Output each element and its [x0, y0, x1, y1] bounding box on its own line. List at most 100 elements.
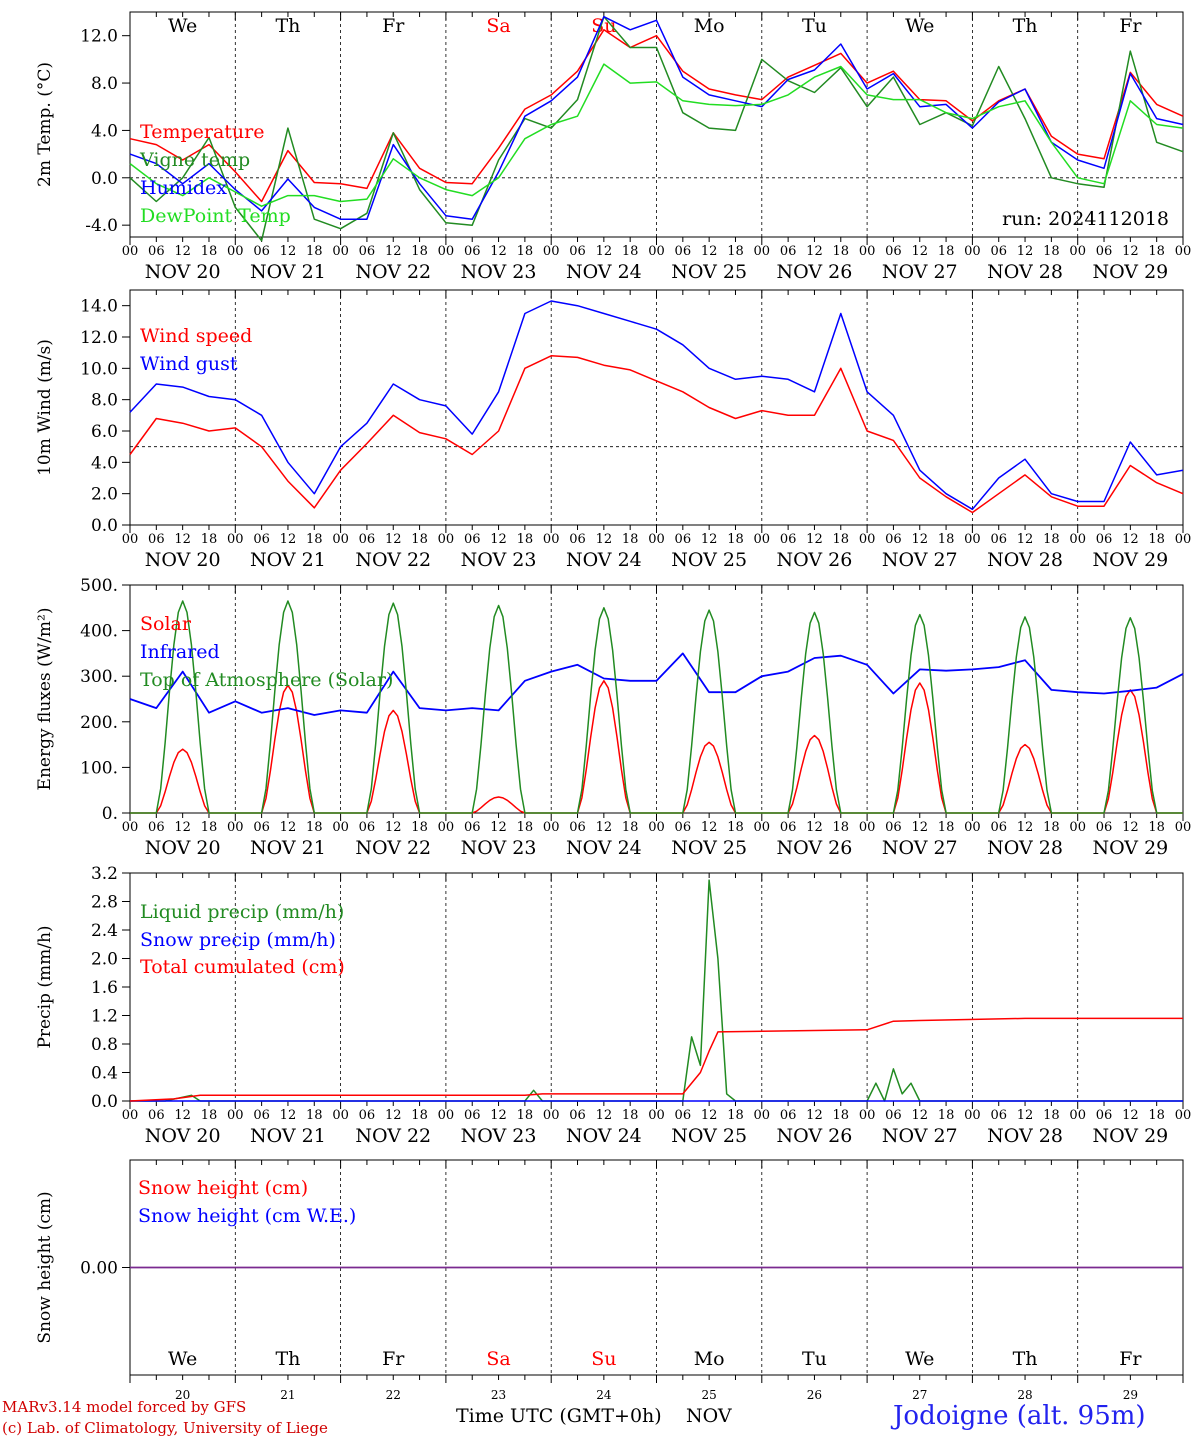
hour-tick-label: 00: [1069, 820, 1086, 835]
y-tick-label: 0.: [102, 804, 118, 824]
hour-tick-label: 12: [596, 1108, 613, 1123]
hour-tick-label: 12: [174, 244, 191, 259]
credit-line-1: MARv3.14 model forced by GFS: [2, 1398, 247, 1416]
hour-tick-label: 18: [727, 532, 744, 547]
hour-tick-label: 12: [1122, 532, 1139, 547]
hour-tick-label: 06: [253, 1108, 270, 1123]
hour-tick-label: 06: [780, 820, 797, 835]
hour-tick-label: 06: [148, 820, 165, 835]
hour-tick-label: 18: [938, 532, 955, 547]
y-tick-label: 1.6: [91, 978, 118, 998]
hour-tick-label: 12: [596, 244, 613, 259]
hour-tick-label: 12: [280, 532, 297, 547]
hour-tick-label: 06: [148, 244, 165, 259]
hour-tick-label: 06: [464, 1108, 481, 1123]
hour-tick-label: 18: [938, 1108, 955, 1123]
y-tick-label: 8.0: [91, 391, 118, 411]
x-axis-title: Time UTC (GMT+0h): [456, 1405, 662, 1427]
series-line: [129, 300, 1184, 511]
hour-tick-label: 18: [1043, 532, 1060, 547]
hour-tick-label: 00: [438, 1108, 455, 1123]
date-label: NOV 23: [461, 837, 537, 859]
legend-entry: Humidex: [140, 177, 227, 199]
hour-tick-label: 06: [464, 532, 481, 547]
y-tick-label: 0.0: [91, 169, 118, 189]
y-tick-label: 300.: [80, 667, 118, 687]
legend-entry: Snow precip (mm/h): [140, 929, 336, 951]
date-label: NOV 28: [987, 1125, 1063, 1147]
hour-tick-label: 18: [1043, 244, 1060, 259]
hour-tick-label: 18: [201, 820, 218, 835]
hour-tick-label: 00: [438, 532, 455, 547]
y-tick-label: 14.0: [80, 297, 118, 317]
hour-tick-label: 12: [806, 532, 823, 547]
hour-tick-label: 06: [569, 244, 586, 259]
hour-tick-label: 00: [1069, 244, 1086, 259]
hour-tick-label: 18: [622, 244, 639, 259]
date-label: NOV 22: [355, 549, 431, 571]
y-tick-label: 2.8: [91, 893, 118, 913]
date-label: NOV 22: [355, 1125, 431, 1147]
hour-tick-label: 18: [833, 820, 850, 835]
hour-tick-label: 06: [253, 532, 270, 547]
hour-tick-label: 18: [1148, 1108, 1165, 1123]
date-label: NOV 21: [250, 261, 326, 283]
y-tick-label: 2.4: [91, 921, 118, 941]
hour-tick-label: 00: [1175, 820, 1192, 835]
hour-tick-label: 06: [569, 532, 586, 547]
date-label: NOV 21: [250, 1125, 326, 1147]
date-label: NOV 24: [566, 837, 642, 859]
hour-tick-label: 00: [122, 1108, 139, 1123]
hour-tick-label: 00: [964, 532, 981, 547]
y-tick-label: 500.: [80, 576, 118, 596]
weekday-label: Th: [1013, 15, 1038, 37]
hour-tick-label: 06: [359, 244, 376, 259]
weekday-label: We: [168, 1348, 197, 1370]
hour-tick-label: 18: [727, 244, 744, 259]
panel-5: 0.00 Snow height (cm) Snow height (cm) Snow…: [35, 1159, 1184, 1402]
day-number-label: 20: [175, 1388, 190, 1402]
weekday-label: Mo: [694, 15, 725, 37]
series-line: [130, 600, 1183, 814]
series-line: [129, 63, 1184, 207]
y-tick-label: 1.2: [91, 1007, 118, 1027]
hour-tick-label: 12: [911, 820, 928, 835]
hour-tick-label: 12: [280, 1108, 297, 1123]
date-label: NOV 24: [566, 549, 642, 571]
run-label: run: 2024112018: [1002, 208, 1169, 230]
weekday-label: We: [905, 1348, 934, 1370]
hour-tick-label: 12: [1122, 1108, 1139, 1123]
y-tick-label: 10.0: [80, 359, 118, 379]
hour-tick-label: 00: [543, 532, 560, 547]
hour-tick-label: 06: [464, 244, 481, 259]
y-axis-label: 2m Temp. (°C): [35, 62, 55, 187]
date-label: NOV 27: [882, 261, 958, 283]
weekday-label: Tu: [802, 1348, 827, 1370]
y-axis-label: Snow height (cm): [35, 1191, 55, 1343]
hour-tick-label: 06: [885, 820, 902, 835]
hour-tick-label: 18: [727, 820, 744, 835]
hour-tick-label: 00: [1175, 532, 1192, 547]
weekday-label: Th: [275, 1348, 300, 1370]
hour-tick-label: 00: [1069, 1108, 1086, 1123]
hour-tick-label: 18: [517, 1108, 534, 1123]
hour-tick-label: 18: [622, 820, 639, 835]
hour-tick-label: 06: [1096, 1108, 1113, 1123]
y-tick-label: 12.0: [80, 27, 118, 47]
hour-tick-label: 18: [833, 244, 850, 259]
hour-tick-label: 00: [543, 820, 560, 835]
hour-tick-label: 00: [227, 1108, 244, 1123]
hour-tick-label: 18: [306, 244, 323, 259]
hour-tick-label: 12: [701, 1108, 718, 1123]
day-number-label: 29: [1123, 1388, 1138, 1402]
hour-tick-label: 06: [990, 1108, 1007, 1123]
hour-tick-label: 18: [833, 1108, 850, 1123]
hour-tick-label: 12: [1017, 1108, 1034, 1123]
y-axis-label: 10m Wind (m/s): [35, 339, 55, 476]
date-label: NOV 29: [1092, 837, 1168, 859]
hour-tick-label: 12: [701, 532, 718, 547]
hour-tick-label: 00: [332, 820, 349, 835]
y-tick-label: 4.0: [91, 453, 118, 473]
hour-tick-label: 00: [438, 820, 455, 835]
y-axis-label: Energy fluxes (W/m²): [35, 608, 55, 791]
